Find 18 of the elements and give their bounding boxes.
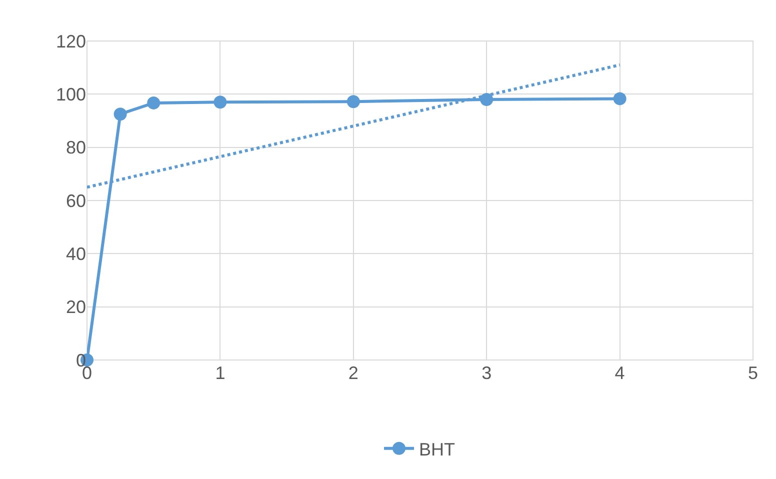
point xyxy=(214,96,227,109)
x-tick-label: 4 xyxy=(614,363,625,383)
y-tick-label: 20 xyxy=(66,297,86,318)
y-tick-label: 40 xyxy=(66,244,86,264)
legend-label: BHT xyxy=(419,439,456,460)
point xyxy=(114,108,127,121)
point xyxy=(613,92,626,106)
x-tick-label: 2 xyxy=(348,363,358,383)
y-tick-label: 60 xyxy=(66,190,86,211)
point xyxy=(480,92,494,106)
y-tick-label: 80 xyxy=(66,138,86,158)
x-tick-label: 1 xyxy=(215,363,226,383)
point xyxy=(346,95,360,108)
x-tick-label: 3 xyxy=(482,363,492,383)
point xyxy=(147,96,160,110)
y-tick-label: 100 xyxy=(56,84,86,104)
y-tick-label: 120 xyxy=(56,31,86,52)
x-tick-label: 5 xyxy=(748,363,758,383)
